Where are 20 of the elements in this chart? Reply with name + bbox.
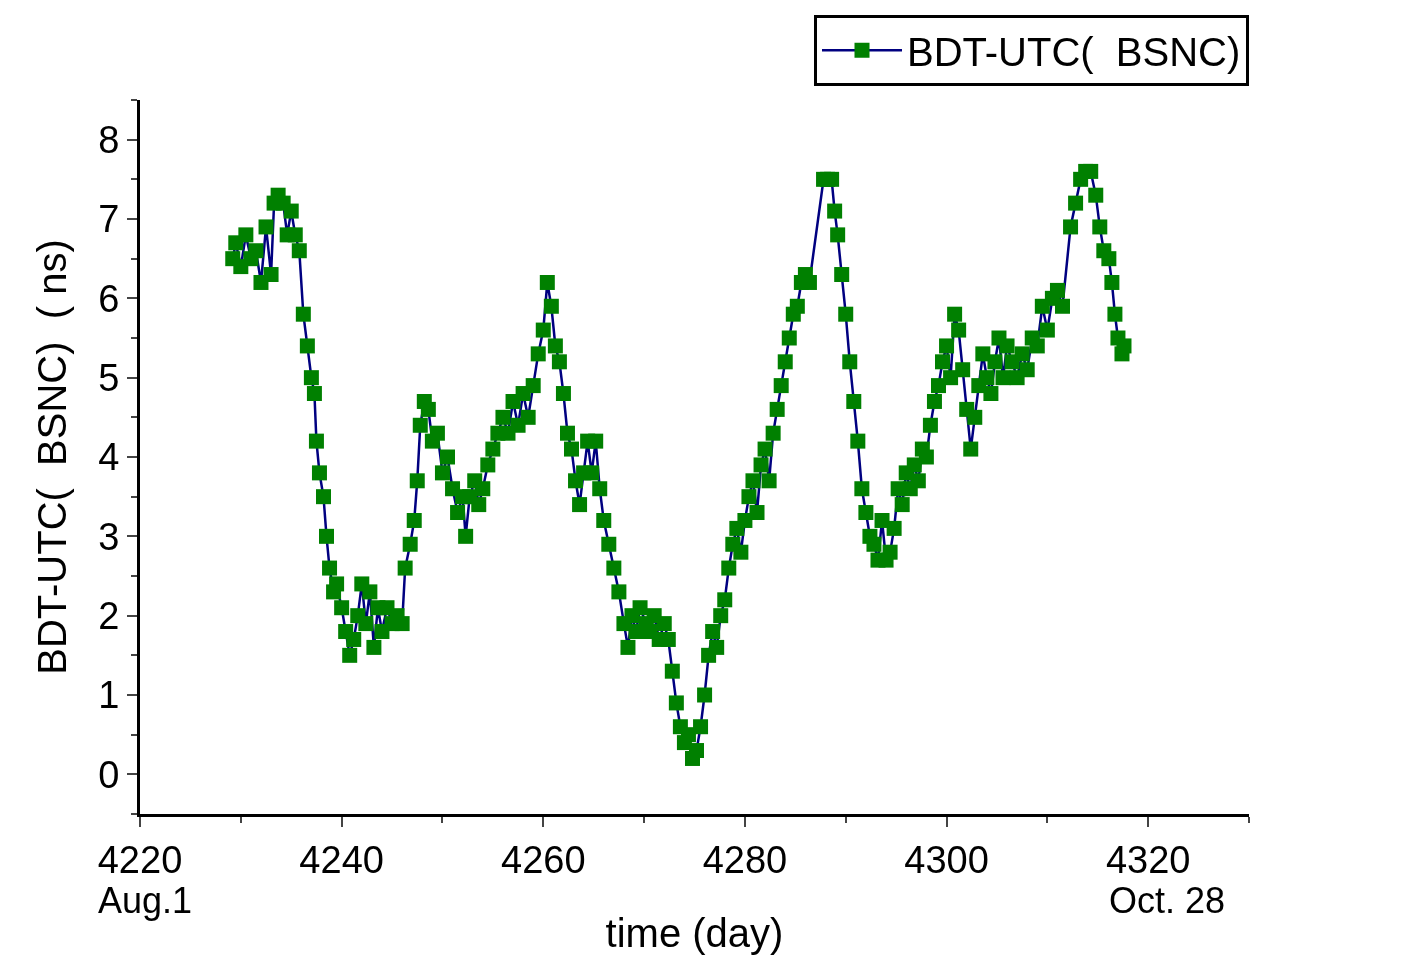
x-tick-label: 4240	[299, 838, 384, 881]
x-tick-label: 4260	[501, 838, 586, 881]
y-tick-label: 3	[98, 515, 120, 558]
x-tick-label: 4220	[97, 838, 183, 881]
y-tick-label: 4	[98, 436, 120, 479]
y-tick-label: 8	[98, 118, 120, 161]
y-tick-label: 1	[98, 674, 120, 717]
y-tick-label: 7	[98, 198, 120, 241]
x-tick-label: 4320	[1105, 838, 1191, 881]
y-tick-label: 0	[98, 753, 120, 796]
y-axis-title: BDT-UTC( BSNC) ( ns)	[29, 239, 74, 675]
y-tick-label: 6	[98, 277, 120, 320]
text: Aug.1	[98, 880, 193, 921]
x-tick-label: 4300	[904, 838, 989, 881]
y-tick-label: 2	[98, 594, 120, 637]
x-tick-label: 4280	[702, 838, 788, 881]
y-tick-label: 5	[98, 356, 120, 399]
x-axis-title: time (day)	[605, 911, 784, 956]
legend-label: BDT-UTC( BSNC)	[907, 29, 1241, 74]
text: Oct. 28	[1109, 880, 1226, 921]
